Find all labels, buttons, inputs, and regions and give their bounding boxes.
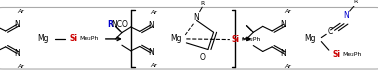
Text: NCO: NCO [111, 20, 128, 29]
Text: Si: Si [333, 50, 341, 59]
Text: N: N [148, 21, 153, 30]
Text: Ar: Ar [151, 63, 158, 68]
Text: Si: Si [232, 35, 240, 44]
Text: C: C [328, 27, 333, 36]
Text: Ar: Ar [284, 64, 291, 69]
Text: Ar: Ar [151, 10, 158, 15]
Text: O: O [199, 53, 205, 62]
Text: Mg: Mg [38, 34, 49, 43]
Text: Ar: Ar [17, 9, 24, 14]
Text: Me₂Ph: Me₂Ph [79, 36, 98, 41]
Text: R: R [107, 20, 113, 29]
Text: Me₂Ph: Me₂Ph [342, 52, 362, 57]
FancyBboxPatch shape [0, 7, 378, 69]
Text: N: N [343, 11, 349, 20]
Text: N: N [14, 20, 20, 29]
Text: Si: Si [69, 34, 77, 43]
Text: N: N [14, 49, 20, 58]
Text: Ar: Ar [17, 64, 24, 69]
Text: N: N [194, 13, 200, 22]
Text: Mg: Mg [170, 34, 181, 43]
Text: N: N [280, 20, 287, 29]
Text: R: R [353, 0, 358, 4]
Text: Mg: Mg [304, 34, 316, 43]
Text: Ar: Ar [284, 9, 291, 14]
Text: R: R [200, 1, 204, 6]
Text: N: N [280, 49, 287, 58]
Text: Me₂Ph: Me₂Ph [242, 37, 261, 42]
Text: N: N [148, 48, 153, 57]
